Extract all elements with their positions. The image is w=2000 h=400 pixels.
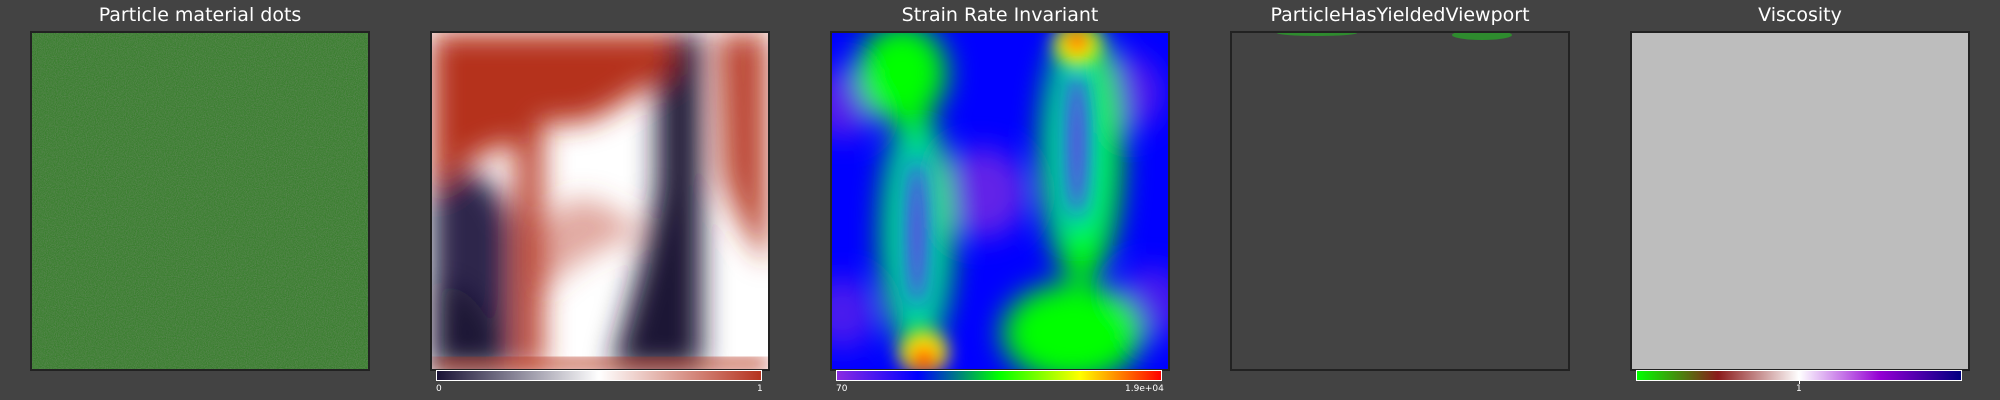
strain-rate-viewport (830, 31, 1170, 371)
panel-title: Viscosity (1758, 4, 1842, 26)
velocity-field-image (432, 33, 768, 369)
strain-rate-colorbar (836, 370, 1162, 381)
viscosity-viewport (1630, 31, 1970, 371)
panel-strain-rate: Strain Rate Invariant (830, 0, 1170, 400)
panel-particle-yielded: ParticleHasYieldedViewport (1230, 0, 1570, 400)
strain-rate-colorbar-min-label: 70 (836, 384, 848, 394)
velocity-colorbar (436, 370, 762, 381)
material-dots-viewport (30, 31, 370, 371)
viscosity-colorbar-tick (1799, 378, 1800, 384)
velocity-colorbar-max-label: 1 (757, 384, 763, 394)
panel-title: Particle material dots (98, 4, 302, 26)
panel-velocity: 0 1 (430, 0, 770, 400)
panel-particle-material: Particle material dots (30, 0, 370, 400)
velocity-viewport (430, 31, 770, 371)
material-dots-image (32, 33, 368, 369)
velocity-colorbar-min-label: 0 (436, 384, 442, 394)
panel-title: ParticleHasYieldedViewport (1270, 4, 1530, 26)
panel-viscosity: Viscosity 1 (1630, 0, 1970, 400)
yielded-image (1232, 33, 1568, 369)
yielded-viewport (1230, 31, 1570, 371)
viscosity-colorbar-tick-label: 1 (1796, 384, 1802, 394)
strain-rate-image (832, 33, 1168, 369)
panel-title: Strain Rate Invariant (901, 4, 1099, 26)
strain-rate-colorbar-max-label: 1.9e+04 (1125, 384, 1164, 394)
